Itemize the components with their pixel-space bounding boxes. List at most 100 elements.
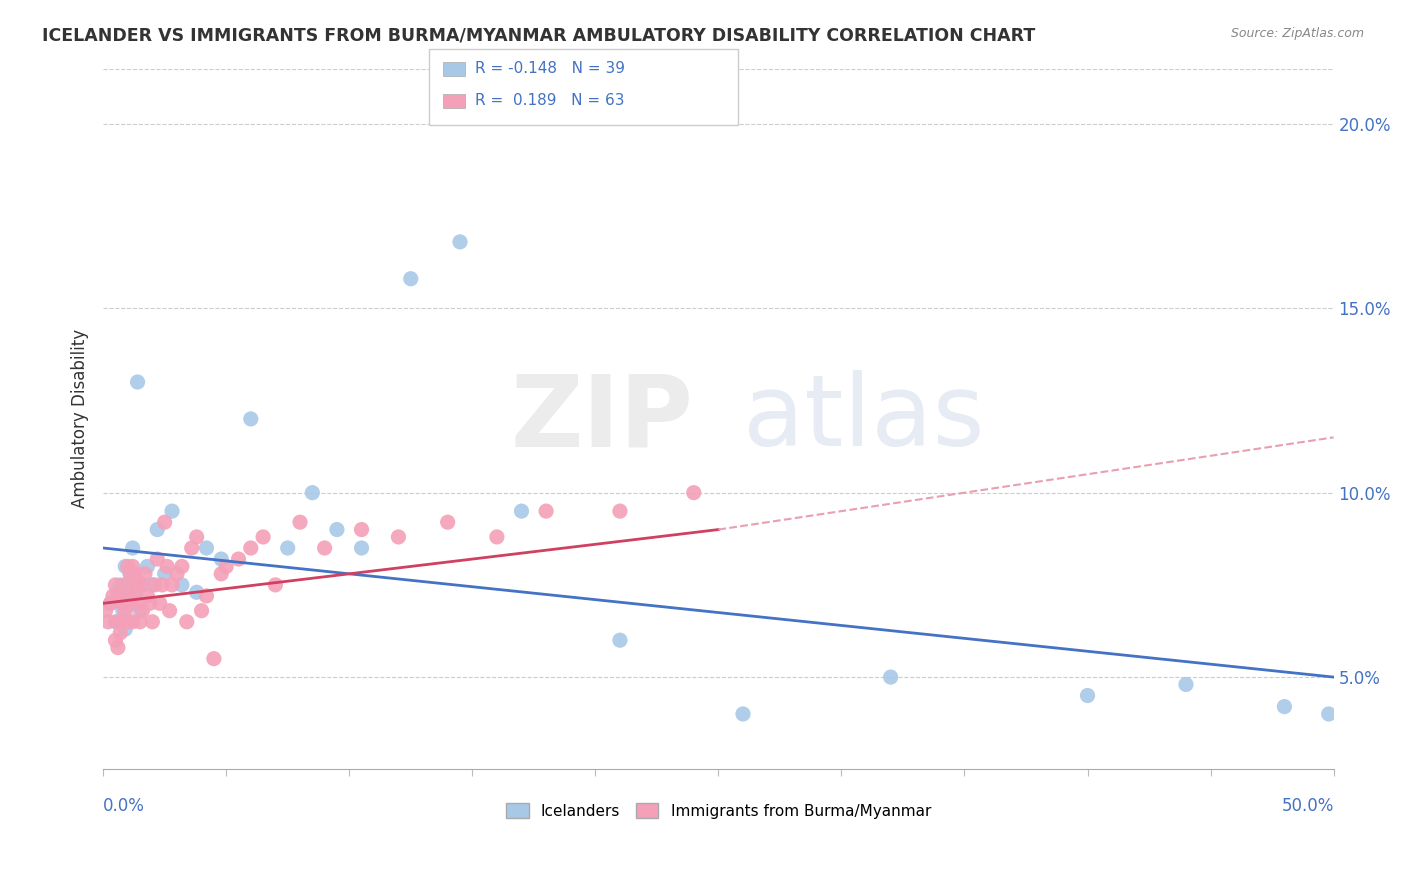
Point — [131, 578, 153, 592]
Point — [190, 604, 212, 618]
Point — [314, 541, 336, 555]
Point — [195, 541, 218, 555]
Point — [120, 596, 142, 610]
Point — [209, 566, 232, 581]
Y-axis label: Ambulatory Disability: Ambulatory Disability — [72, 329, 89, 508]
Point — [180, 541, 202, 555]
Point — [114, 622, 136, 636]
Point — [136, 559, 159, 574]
Point — [121, 541, 143, 555]
Point — [124, 566, 146, 581]
Point — [186, 530, 208, 544]
Point — [110, 589, 132, 603]
Point — [141, 578, 163, 592]
Point — [104, 633, 127, 648]
Point — [149, 596, 172, 610]
Point — [170, 559, 193, 574]
Text: R =  0.189   N = 63: R = 0.189 N = 63 — [475, 94, 624, 108]
Point — [387, 530, 409, 544]
Point — [141, 615, 163, 629]
Point — [170, 578, 193, 592]
Text: ZIP: ZIP — [510, 370, 693, 467]
Point — [609, 633, 631, 648]
Point — [120, 566, 142, 581]
Point — [97, 615, 120, 629]
Point — [111, 615, 134, 629]
Point — [127, 578, 149, 592]
Point — [176, 615, 198, 629]
Text: Source: ZipAtlas.com: Source: ZipAtlas.com — [1230, 27, 1364, 40]
Point — [731, 706, 754, 721]
Point — [121, 615, 143, 629]
Point — [228, 552, 250, 566]
Point — [134, 566, 156, 581]
Text: atlas: atlas — [742, 370, 984, 467]
Point — [107, 615, 129, 629]
Point — [146, 552, 169, 566]
Point — [288, 515, 311, 529]
Point — [120, 596, 142, 610]
Point — [160, 578, 183, 592]
Point — [1274, 699, 1296, 714]
Point — [117, 589, 139, 603]
Point — [111, 604, 134, 618]
Point — [101, 589, 124, 603]
Point — [124, 589, 146, 603]
Point — [146, 523, 169, 537]
Point — [104, 578, 127, 592]
Point — [129, 604, 152, 618]
Point — [209, 552, 232, 566]
Text: R = -0.148   N = 39: R = -0.148 N = 39 — [475, 62, 626, 76]
Point — [436, 515, 458, 529]
Point — [139, 596, 162, 610]
Point — [1317, 706, 1340, 721]
Point — [110, 578, 132, 592]
Point — [264, 578, 287, 592]
Point — [1175, 677, 1198, 691]
Text: 50.0%: 50.0% — [1281, 797, 1334, 815]
Point — [117, 578, 139, 592]
Point — [239, 412, 262, 426]
Point — [215, 559, 238, 574]
Legend: Icelanders, Immigrants from Burma/Myanmar: Icelanders, Immigrants from Burma/Myanma… — [499, 797, 938, 825]
Point — [114, 604, 136, 618]
Point — [120, 566, 142, 581]
Point — [131, 604, 153, 618]
Point — [195, 589, 218, 603]
Point — [127, 375, 149, 389]
Point — [129, 578, 152, 592]
Point — [111, 596, 134, 610]
Point — [202, 651, 225, 665]
Point — [1076, 689, 1098, 703]
Point — [114, 559, 136, 574]
Point — [166, 566, 188, 581]
Point — [114, 578, 136, 592]
Point — [136, 589, 159, 603]
Point — [94, 604, 117, 618]
Point — [127, 596, 149, 610]
Point — [159, 604, 181, 618]
Point — [117, 559, 139, 574]
Point — [186, 585, 208, 599]
Point — [124, 585, 146, 599]
Point — [326, 523, 349, 537]
Point — [121, 559, 143, 574]
Text: 0.0%: 0.0% — [103, 797, 145, 815]
Point — [350, 541, 373, 555]
Point — [104, 615, 127, 629]
Point — [399, 272, 422, 286]
Point — [879, 670, 901, 684]
Point — [117, 615, 139, 629]
Point — [153, 515, 176, 529]
Point — [485, 530, 508, 544]
Point — [252, 530, 274, 544]
Point — [143, 578, 166, 592]
Point — [107, 640, 129, 655]
Point — [150, 578, 173, 592]
Point — [110, 625, 132, 640]
Point — [350, 523, 373, 537]
Text: ICELANDER VS IMMIGRANTS FROM BURMA/MYANMAR AMBULATORY DISABILITY CORRELATION CHA: ICELANDER VS IMMIGRANTS FROM BURMA/MYANM… — [42, 27, 1035, 45]
Point — [609, 504, 631, 518]
Point — [301, 485, 323, 500]
Point — [682, 485, 704, 500]
